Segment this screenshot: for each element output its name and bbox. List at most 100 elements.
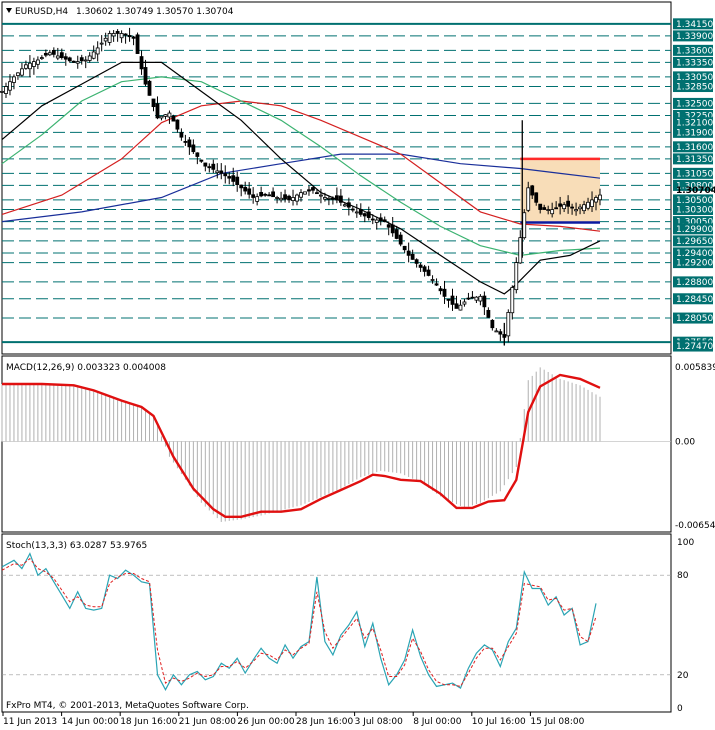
candle[interactable] [63,53,68,66]
candle[interactable] [247,182,252,199]
candle[interactable] [374,216,379,230]
candle[interactable] [334,187,339,204]
candle[interactable] [183,134,188,146]
candle[interactable] [434,278,439,286]
candle[interactable] [342,202,347,208]
candle[interactable] [211,159,216,173]
candle[interactable] [203,162,208,172]
candles[interactable] [0,27,602,346]
candle[interactable] [139,50,144,75]
candle[interactable] [251,187,256,204]
candle[interactable] [123,33,128,44]
candle[interactable] [490,319,495,331]
candle[interactable] [426,265,431,277]
candle[interactable] [259,186,264,198]
candle[interactable] [354,203,359,218]
candle[interactable] [590,191,594,213]
candle[interactable] [28,55,32,78]
candle[interactable] [327,196,331,206]
candle[interactable] [39,55,44,60]
candle[interactable] [91,45,96,60]
candle[interactable] [510,285,515,320]
candle[interactable] [175,119,180,133]
candle[interactable] [31,57,36,75]
candle[interactable] [350,205,355,213]
candle[interactable] [402,245,407,253]
candle[interactable] [263,192,268,197]
candle[interactable] [187,136,192,155]
candle[interactable] [466,292,471,301]
candle[interactable] [215,163,220,179]
candle[interactable] [219,163,224,180]
macd-indicator[interactable] [1,367,671,522]
candle[interactable] [370,214,375,225]
candle[interactable] [390,216,395,237]
candle[interactable] [558,196,563,215]
candle[interactable] [394,225,399,240]
candle[interactable] [163,114,168,120]
candle[interactable] [315,189,319,195]
candle[interactable] [454,295,459,309]
candle[interactable] [422,264,427,277]
candle[interactable] [474,296,479,303]
candle[interactable] [582,200,586,214]
candle[interactable] [398,232,403,247]
candle[interactable] [538,203,543,214]
candle[interactable] [319,188,323,204]
candle[interactable] [283,189,287,203]
candle[interactable] [358,203,363,217]
candle[interactable] [20,63,24,77]
candle[interactable] [143,59,148,87]
candle[interactable] [75,55,80,69]
candle[interactable] [594,195,598,211]
stoch-panel-frame[interactable] [1,533,672,713]
candle[interactable] [107,30,112,46]
candle[interactable] [486,307,491,318]
candle[interactable] [127,27,132,42]
candle[interactable] [231,167,236,187]
candle[interactable] [179,128,184,141]
candle[interactable] [438,286,443,295]
candle[interactable] [554,201,559,210]
candle[interactable] [330,196,335,205]
candle[interactable] [598,188,602,206]
candle[interactable] [16,72,20,80]
candle[interactable] [267,192,272,197]
candle[interactable] [562,202,567,213]
candle[interactable] [171,114,176,122]
candle[interactable] [570,203,574,215]
candle[interactable] [115,29,120,42]
candle[interactable] [8,74,12,96]
candle[interactable] [506,309,511,343]
candle[interactable] [159,115,164,121]
candle[interactable] [199,159,204,163]
candle[interactable] [271,187,275,198]
candle[interactable] [514,257,519,294]
candle[interactable] [482,291,487,315]
candle[interactable] [386,221,391,236]
candle[interactable] [546,205,551,215]
candle[interactable] [12,74,16,90]
candle[interactable] [303,191,307,195]
candle[interactable] [498,328,503,342]
candle[interactable] [287,194,291,203]
candle[interactable] [346,197,351,216]
candle[interactable] [87,52,92,63]
candle[interactable] [494,328,499,333]
candle[interactable] [227,172,232,185]
candle[interactable] [366,206,371,221]
candle[interactable] [470,291,475,299]
candle[interactable] [410,249,415,260]
candle[interactable] [291,189,295,206]
candle[interactable] [55,47,60,61]
candle[interactable] [338,189,343,206]
candle[interactable] [362,212,367,223]
candle[interactable] [307,185,311,196]
stoch-main-line[interactable] [1,552,597,691]
candle[interactable] [542,204,547,210]
candle[interactable] [207,163,212,173]
candle[interactable] [59,48,64,60]
candle[interactable] [155,96,160,120]
candle[interactable] [406,242,411,263]
